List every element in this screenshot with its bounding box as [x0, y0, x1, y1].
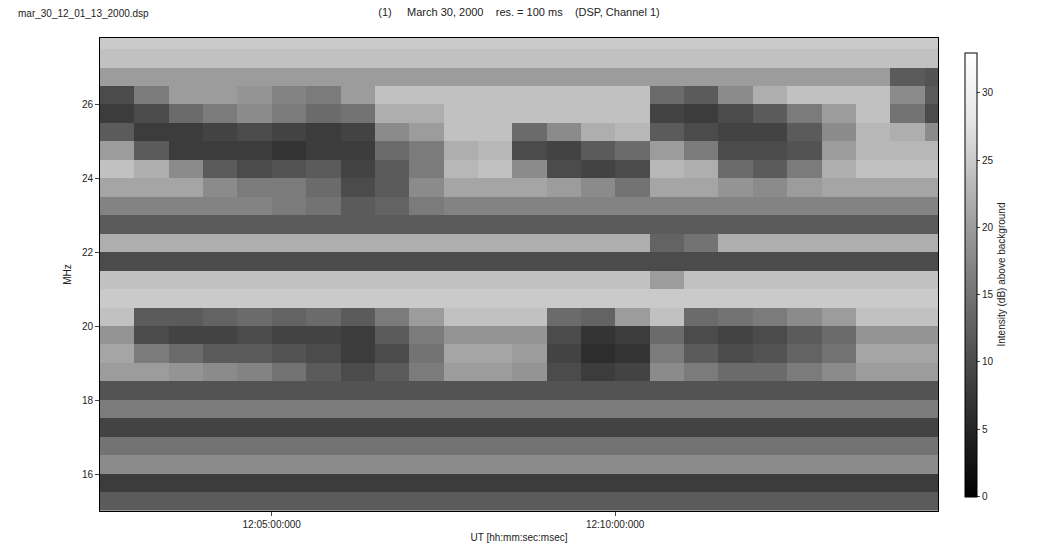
svg-text:26: 26 — [82, 99, 94, 110]
svg-text:10: 10 — [982, 356, 994, 367]
svg-text:(1) March 30, 2000 res.: (1) March 30, 2000 res. = 100 ms (DSP, C… — [378, 6, 659, 18]
svg-text:22: 22 — [82, 247, 94, 258]
svg-text:16: 16 — [82, 469, 94, 480]
svg-text:mar_30_12_01_13_2000.dsp: mar_30_12_01_13_2000.dsp — [18, 8, 149, 19]
svg-text:5: 5 — [982, 424, 988, 435]
svg-text:24: 24 — [82, 173, 94, 184]
svg-text:25: 25 — [982, 155, 994, 166]
svg-text:Intensity (dB) above backgroun: Intensity (dB) above background — [996, 203, 1007, 347]
svg-text:12:05:00:000: 12:05:00:000 — [243, 519, 302, 530]
svg-text:15: 15 — [982, 289, 994, 300]
svg-text:MHz: MHz — [62, 264, 73, 285]
svg-text:0: 0 — [982, 491, 988, 502]
svg-text:UT [hh:mm:sec:msec]: UT [hh:mm:sec:msec] — [470, 532, 567, 543]
svg-text:18: 18 — [82, 395, 94, 406]
svg-text:20: 20 — [982, 222, 994, 233]
svg-text:20: 20 — [82, 321, 94, 332]
svg-text:12:10:00:000: 12:10:00:000 — [586, 519, 645, 530]
svg-text:30: 30 — [982, 87, 994, 98]
